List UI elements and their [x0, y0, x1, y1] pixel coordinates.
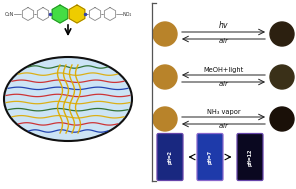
Polygon shape: [104, 8, 116, 20]
Text: $air$: $air$: [218, 79, 229, 88]
Polygon shape: [89, 8, 101, 20]
Polygon shape: [22, 8, 34, 20]
Text: pH=12: pH=12: [247, 148, 252, 166]
Polygon shape: [52, 5, 68, 23]
Text: pH=2: pH=2: [168, 150, 173, 164]
Polygon shape: [37, 8, 49, 20]
Text: $air$: $air$: [218, 121, 229, 130]
Text: NO₂: NO₂: [122, 12, 132, 16]
Text: $hv$: $hv$: [218, 19, 229, 30]
Circle shape: [153, 22, 177, 46]
FancyBboxPatch shape: [157, 133, 183, 180]
Circle shape: [270, 22, 294, 46]
Circle shape: [270, 107, 294, 131]
Ellipse shape: [4, 57, 132, 141]
Text: NH₃ vapor: NH₃ vapor: [207, 109, 240, 115]
Text: pH=7: pH=7: [207, 150, 213, 164]
Text: MeOH+light: MeOH+light: [203, 67, 244, 73]
Text: O₂N: O₂N: [4, 12, 14, 16]
Text: $air$: $air$: [218, 36, 229, 45]
FancyBboxPatch shape: [237, 133, 263, 180]
Circle shape: [153, 107, 177, 131]
Circle shape: [270, 65, 294, 89]
Circle shape: [153, 65, 177, 89]
Polygon shape: [69, 5, 85, 23]
FancyBboxPatch shape: [197, 133, 223, 180]
